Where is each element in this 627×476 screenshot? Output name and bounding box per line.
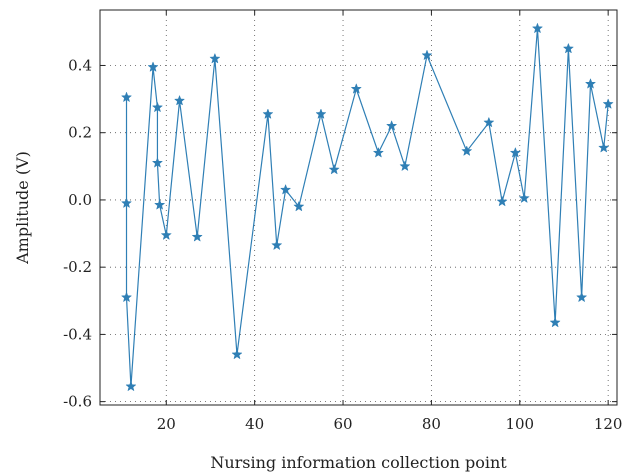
data-point-star	[483, 116, 495, 128]
data-point-star	[509, 146, 521, 158]
x-tick-label: 20	[157, 415, 176, 433]
y-tick-label: -0.2	[63, 258, 92, 276]
x-tick-label: 100	[505, 415, 534, 433]
data-point-star	[461, 145, 473, 156]
data-point-star	[598, 141, 610, 153]
data-point-star	[151, 157, 164, 168]
x-tick-label: 80	[422, 415, 441, 433]
data-point-star	[120, 91, 133, 103]
data-point-star	[350, 83, 362, 94]
y-tick-label: 0.4	[68, 56, 92, 74]
data-point-star	[120, 197, 133, 209]
y-tick-label: -0.6	[63, 393, 92, 411]
x-tick-label: 60	[333, 415, 352, 433]
data-point-star	[209, 52, 221, 64]
ticks-layer: 20 40 60 80 100 120 -0.6 -0.4 -0.2 0.0 0.2 0.4	[63, 10, 622, 433]
data-point-star	[496, 195, 508, 207]
data-point-star	[549, 316, 561, 328]
data-point-star	[315, 108, 327, 119]
data-point-star	[151, 101, 164, 113]
data-point-star	[173, 94, 186, 106]
data-point-star	[293, 200, 305, 212]
data-point-star	[372, 146, 385, 158]
data-point-star	[147, 61, 159, 72]
series-line	[125, 27, 609, 388]
x-tick-label: 120	[594, 415, 623, 433]
data-point-star	[191, 231, 203, 242]
data-point-star	[531, 22, 544, 34]
series-layer	[120, 22, 614, 392]
data-point-star	[279, 183, 292, 195]
x-axis-title: Nursing information collection point	[210, 453, 507, 472]
data-point-star	[584, 78, 597, 89]
grid-layer	[100, 10, 617, 405]
data-point-star	[576, 291, 588, 303]
data-point-star	[399, 160, 411, 172]
data-point-star	[421, 49, 433, 61]
data-point-star	[518, 192, 530, 204]
data-point-star	[262, 108, 274, 119]
data-point-star	[386, 120, 398, 131]
data-point-star	[125, 380, 137, 392]
y-tick-label: 0.0	[68, 191, 92, 209]
x-tick-label: 40	[245, 415, 264, 433]
y-tick-label: 0.2	[68, 124, 92, 142]
data-point-star	[160, 229, 172, 241]
data-point-star	[231, 348, 243, 360]
plot-frame	[99, 9, 618, 406]
data-point-star	[602, 98, 614, 109]
y-tick-label: -0.4	[63, 325, 92, 343]
data-point-star	[562, 42, 575, 54]
y-axis-title: Amplitude (V)	[13, 151, 32, 265]
data-point-star	[154, 199, 166, 210]
data-point-star	[271, 239, 283, 251]
data-point-star	[120, 291, 133, 303]
data-point-star	[328, 163, 340, 175]
